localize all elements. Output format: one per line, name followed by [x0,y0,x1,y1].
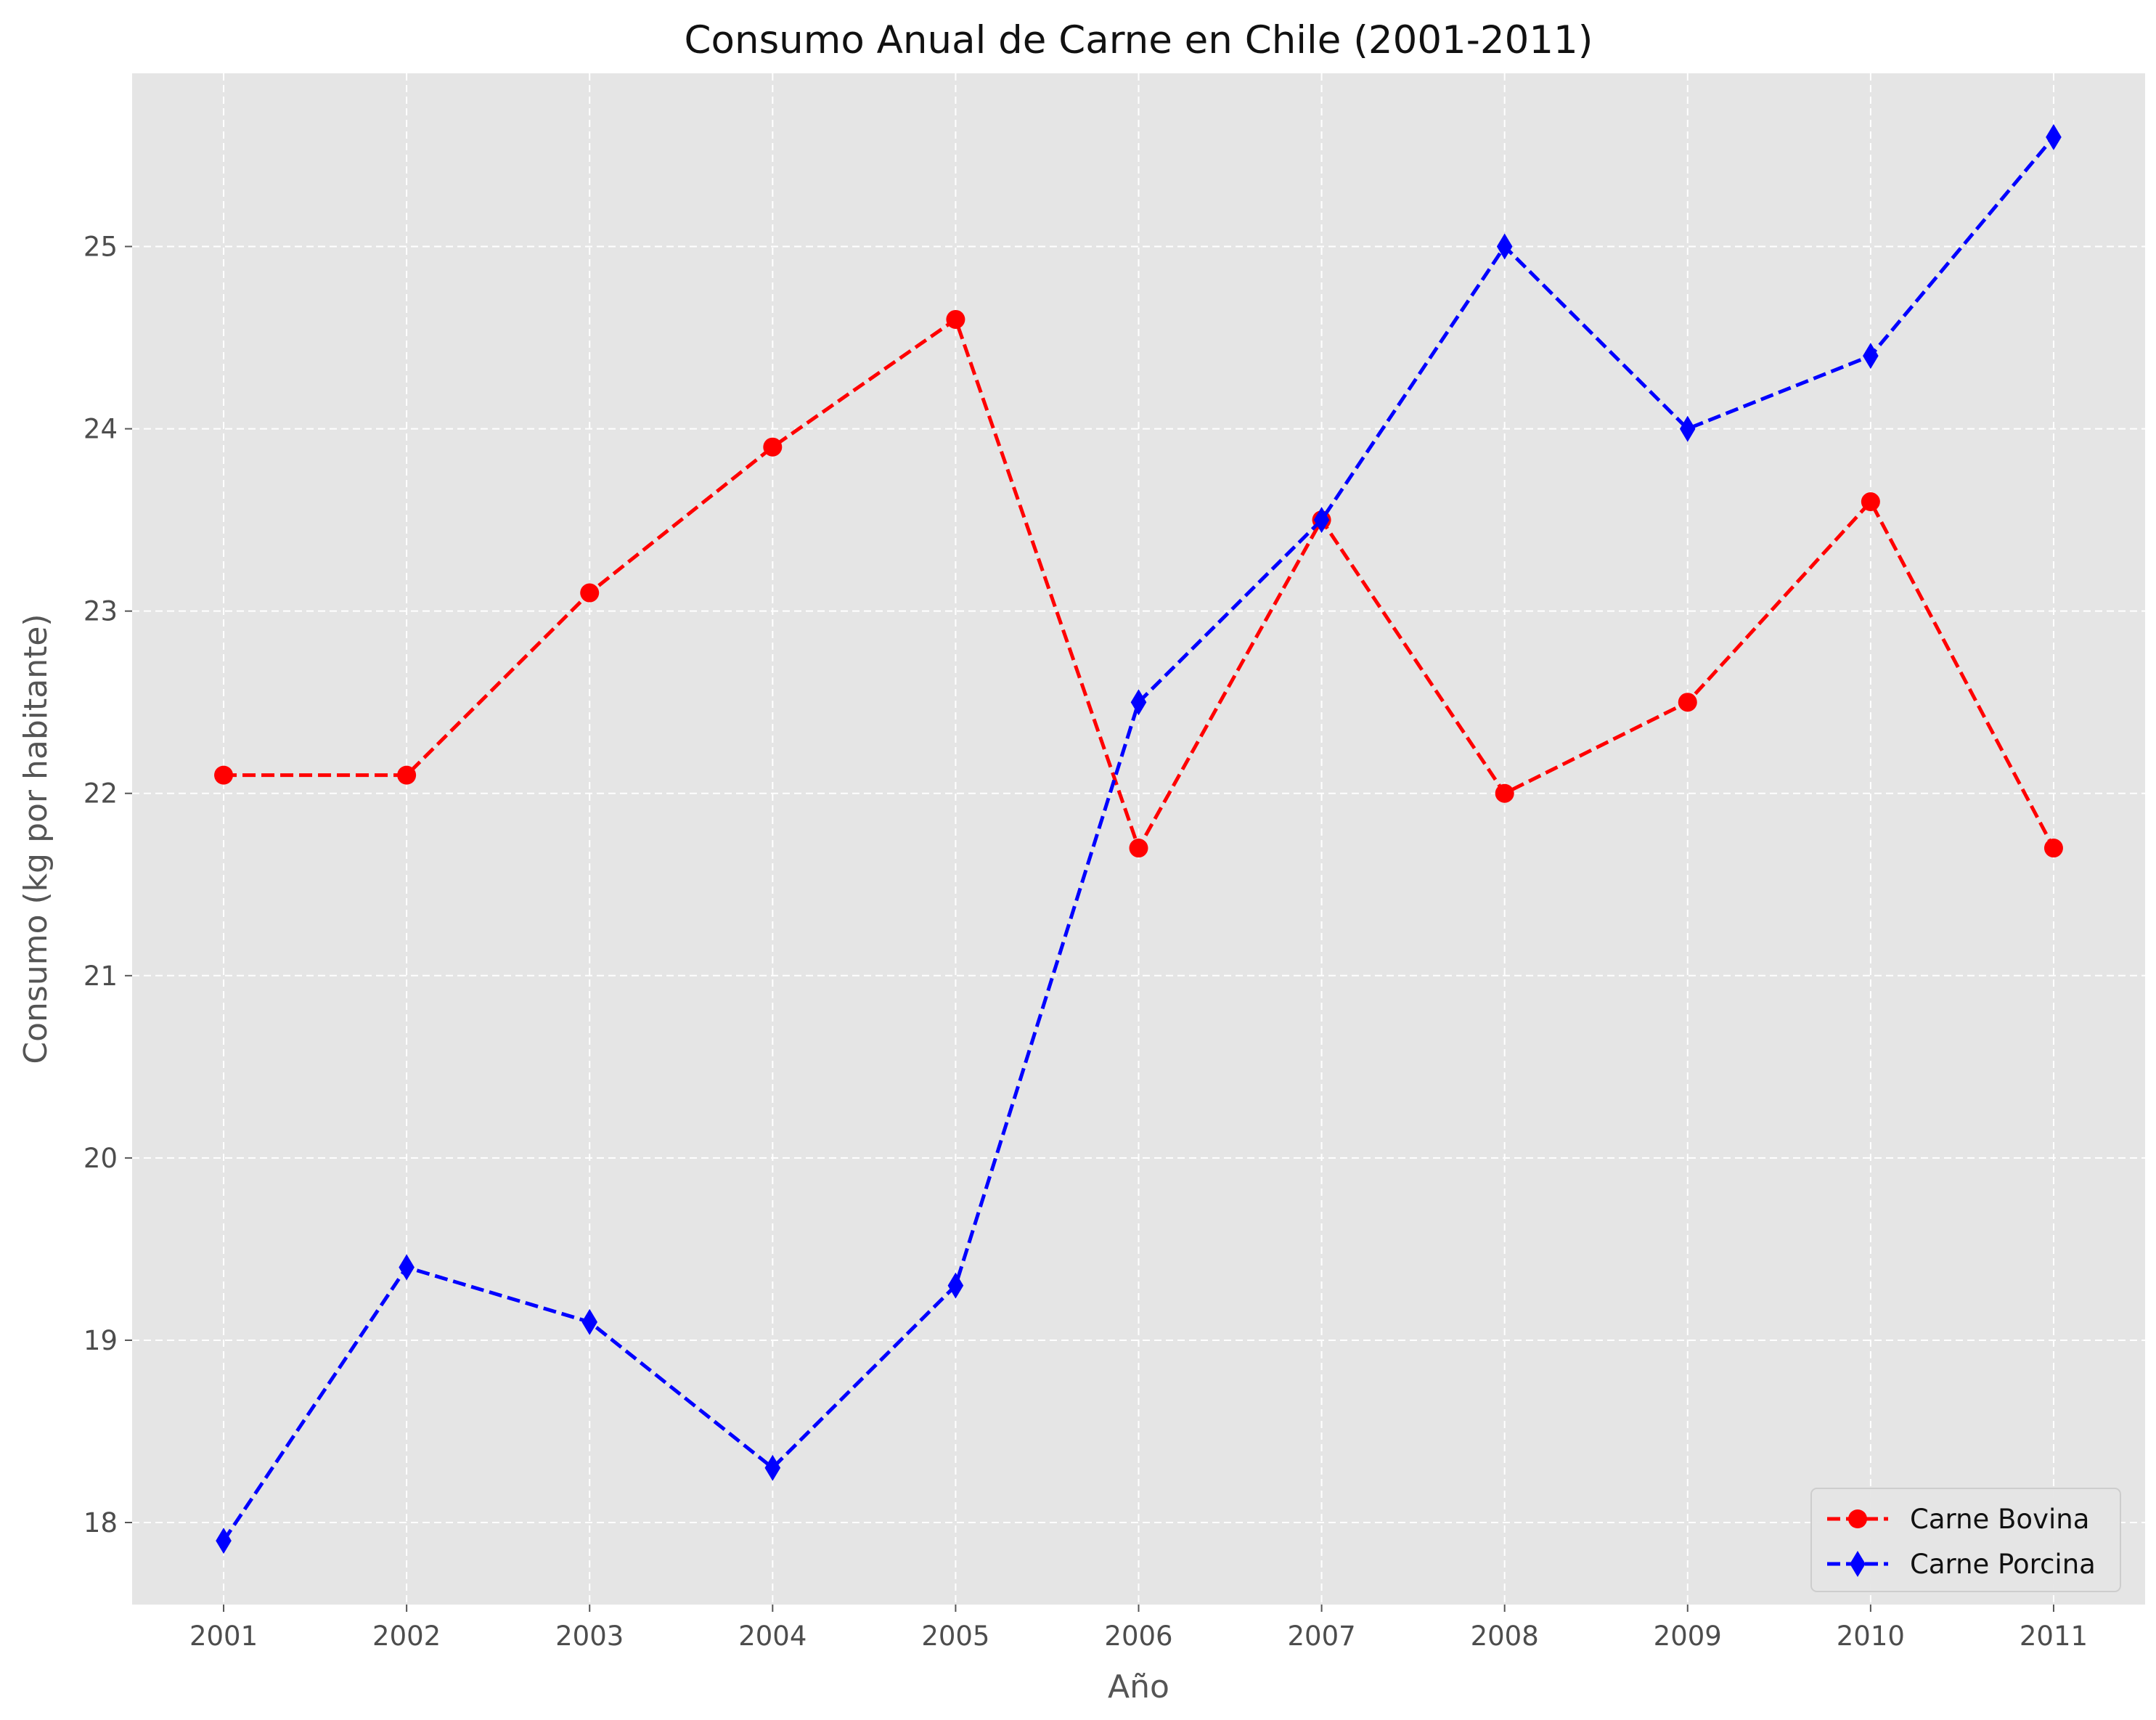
chart-title: Consumo Anual de Carne en Chile (2001-20… [685,18,1593,62]
data-point [216,1528,232,1554]
data-point [214,765,234,785]
series-group [214,123,2063,1554]
x-tick-label: 2002 [372,1621,441,1652]
legend-label: Carne Porcina [1910,1549,2096,1580]
data-point [1679,415,1696,442]
data-point [2046,123,2062,150]
legend-marker [1848,1509,1867,1528]
x-tick-label: 2005 [921,1621,989,1652]
data-point [1313,507,1330,534]
x-tick-label: 2008 [1471,1621,1539,1652]
y-tick-label: 18 [83,1507,118,1538]
data-point [947,1272,964,1299]
data-point [1130,689,1147,716]
data-point [946,309,965,329]
x-tick-label: 2010 [1837,1621,1905,1652]
data-point [581,1308,598,1335]
y-tick-label: 22 [83,778,118,810]
x-tick-label: 2011 [2020,1621,2088,1652]
data-point [763,437,783,457]
data-point [397,765,417,785]
y-tick-label: 21 [83,961,118,992]
data-point [2043,839,2063,858]
legend-box [1810,1488,2121,1592]
data-point [1863,343,1879,370]
x-axis: 2001 2002 2003 2004 2005 2006 2007 2008 2009 2010… [189,1605,2088,1652]
data-point [1496,233,1513,260]
data-point [1678,693,1697,712]
data-point [764,1454,781,1481]
y-tick-label: 20 [83,1143,118,1174]
y-tick-label: 24 [83,414,118,445]
grid-lines [132,73,2145,1605]
x-tick-label: 2006 [1104,1621,1172,1652]
data-point [1129,839,1148,858]
data-point [580,583,600,603]
x-tick-label: 2003 [555,1621,624,1652]
x-axis-label: Año [1108,1668,1169,1705]
y-axis: 18 19 20 21 22 23 24 25 [83,232,132,1538]
series-1 [214,309,2063,858]
legend-label: Carne Bovina [1910,1504,2089,1535]
series-2 [216,123,2062,1554]
x-tick-label: 2007 [1288,1621,1356,1652]
y-tick-label: 23 [83,596,118,627]
legend-item: Carne Porcina [1827,1549,2096,1580]
y-axis-label: Consumo (kg por habitante) [17,614,54,1064]
legend-item: Carne Bovina [1827,1504,2089,1535]
legend-marker [1850,1551,1866,1577]
x-tick-label: 2004 [738,1621,807,1652]
data-point [399,1254,415,1281]
x-tick-label: 2001 [189,1621,258,1652]
data-point [1495,783,1514,803]
data-point [1861,492,1880,512]
legend: Carne Bovina Carne Porcina [1810,1488,2121,1592]
y-tick-label: 19 [83,1325,118,1356]
x-tick-label: 2009 [1654,1621,1722,1652]
y-tick-label: 25 [83,232,118,263]
